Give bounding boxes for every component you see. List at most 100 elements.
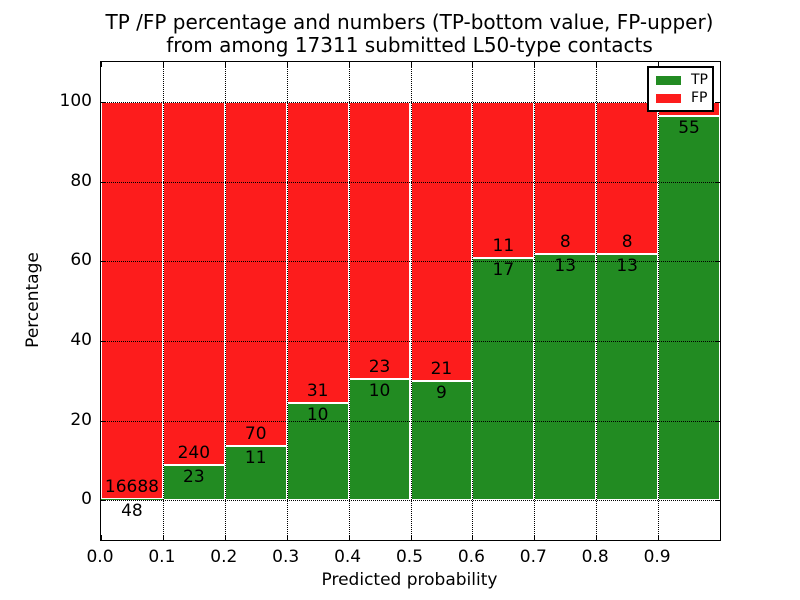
tick-mark bbox=[348, 62, 350, 67]
tick-mark bbox=[534, 62, 536, 67]
fp-count-label: 31 bbox=[306, 381, 329, 401]
tp-count-label: 55 bbox=[678, 117, 700, 138]
bar-segment-tp bbox=[286, 403, 349, 501]
bar-segment-fp bbox=[101, 101, 163, 499]
x-tick-label: 0.4 bbox=[334, 547, 362, 567]
gridline-x bbox=[596, 62, 598, 540]
tick-mark bbox=[101, 261, 106, 263]
bar-segment-fp bbox=[410, 101, 473, 381]
bar-segment-tp bbox=[101, 499, 163, 501]
tp-count-label: 48 bbox=[121, 501, 143, 521]
bar-segment-tp bbox=[534, 253, 597, 501]
bar-segment-tp bbox=[472, 258, 535, 501]
x-axis-label: Predicted probability bbox=[321, 570, 498, 590]
tick-mark bbox=[101, 181, 106, 183]
tick-mark bbox=[286, 62, 288, 67]
tp-legend-swatch-icon bbox=[656, 75, 681, 85]
fp-count-label: 11 bbox=[492, 236, 515, 257]
gridline-y bbox=[101, 261, 720, 263]
bar-segment-tp bbox=[658, 115, 720, 501]
fp-count-label: 23 bbox=[368, 357, 391, 378]
tick-mark bbox=[224, 62, 226, 67]
legend-entry-fp: FP bbox=[656, 90, 708, 106]
x-tick-label: 0.0 bbox=[86, 547, 114, 567]
tp-count-label: 10 bbox=[368, 381, 391, 402]
bar-segment-tp bbox=[596, 253, 659, 501]
gridline-x bbox=[286, 62, 288, 540]
y-tick-label: 20 bbox=[70, 409, 92, 430]
y-tick-label: 80 bbox=[70, 170, 92, 191]
gridline-x bbox=[348, 62, 350, 540]
tick-mark bbox=[534, 535, 536, 540]
bar-segment-fp bbox=[348, 101, 411, 380]
gridline-x bbox=[534, 62, 536, 540]
gridline-y bbox=[101, 420, 720, 422]
tick-mark bbox=[715, 500, 720, 502]
tick-mark bbox=[715, 340, 720, 342]
tick-mark bbox=[715, 181, 720, 183]
gridline-y bbox=[101, 500, 720, 502]
tick-mark bbox=[715, 101, 720, 103]
fp-count-label: 240 bbox=[177, 443, 211, 464]
gridline-x bbox=[224, 62, 226, 540]
legend-label-fp: FP bbox=[691, 90, 708, 106]
tick-mark bbox=[162, 62, 164, 67]
tp-count-label: 13 bbox=[554, 255, 577, 276]
tp-count-label: 9 bbox=[436, 382, 447, 403]
tick-mark bbox=[286, 535, 288, 540]
x-tick-label: 0.7 bbox=[519, 547, 547, 567]
tick-mark bbox=[596, 535, 598, 540]
x-tick-label: 0.8 bbox=[581, 547, 609, 567]
tick-mark bbox=[715, 420, 720, 422]
tick-mark bbox=[101, 62, 102, 67]
gridline-x bbox=[410, 62, 412, 540]
bar-segment-tp bbox=[224, 446, 287, 501]
legend: TP FP bbox=[647, 66, 714, 112]
gridline-x bbox=[658, 62, 660, 540]
x-tick-label: 0.3 bbox=[272, 547, 300, 567]
tp-count-label: 17 bbox=[492, 260, 515, 281]
tick-mark bbox=[101, 101, 106, 103]
tick-mark bbox=[715, 261, 720, 263]
fp-count-label: 8 bbox=[621, 231, 633, 252]
legend-entry-tp: TP bbox=[656, 72, 708, 88]
legend-label-tp: TP bbox=[691, 72, 708, 88]
fp-count-label: 8 bbox=[559, 231, 571, 252]
bar-segment-fp bbox=[162, 101, 225, 466]
y-tick-label: 40 bbox=[70, 329, 92, 350]
tick-mark bbox=[658, 535, 660, 540]
y-tick-label: 60 bbox=[70, 250, 92, 271]
tick-mark bbox=[348, 535, 350, 540]
y-tick-label: 0 bbox=[81, 489, 92, 510]
tick-mark bbox=[162, 535, 164, 540]
fp-legend-swatch-icon bbox=[656, 93, 681, 103]
tick-mark bbox=[101, 535, 102, 540]
gridline-y bbox=[101, 181, 720, 183]
tick-mark bbox=[101, 420, 106, 422]
gridline-x bbox=[162, 62, 164, 540]
gridline-y bbox=[101, 340, 720, 342]
bar-segment-fp bbox=[224, 101, 287, 447]
x-tick-label: 0.6 bbox=[457, 547, 485, 567]
x-tick-label: 0.1 bbox=[148, 547, 176, 567]
x-tick-label: 0.5 bbox=[395, 547, 424, 567]
fp-count-label: 16688 bbox=[104, 477, 159, 497]
bar-segment-fp bbox=[472, 101, 535, 259]
tp-count-label: 23 bbox=[183, 467, 205, 488]
tick-mark bbox=[410, 62, 412, 67]
tick-mark bbox=[101, 500, 106, 502]
chart-title-line1: TP /FP percentage and numbers (TP-bottom… bbox=[105, 10, 714, 34]
tp-count-label: 11 bbox=[244, 448, 267, 469]
tick-mark bbox=[224, 535, 226, 540]
tick-mark bbox=[658, 62, 660, 67]
gridline-x bbox=[472, 62, 474, 540]
bar-segment-fp bbox=[286, 101, 349, 403]
plot-area: TP FP 16688 48 240 23 70 11 31 10 23 10 21 9 11 17 8 13… bbox=[100, 61, 721, 541]
x-tick-label: 0.2 bbox=[210, 547, 238, 567]
tp-count-label: 10 bbox=[306, 405, 329, 425]
tick-mark bbox=[101, 340, 106, 342]
gridline-y bbox=[101, 101, 720, 103]
tick-mark bbox=[472, 62, 474, 67]
y-tick-label: 100 bbox=[59, 90, 92, 111]
